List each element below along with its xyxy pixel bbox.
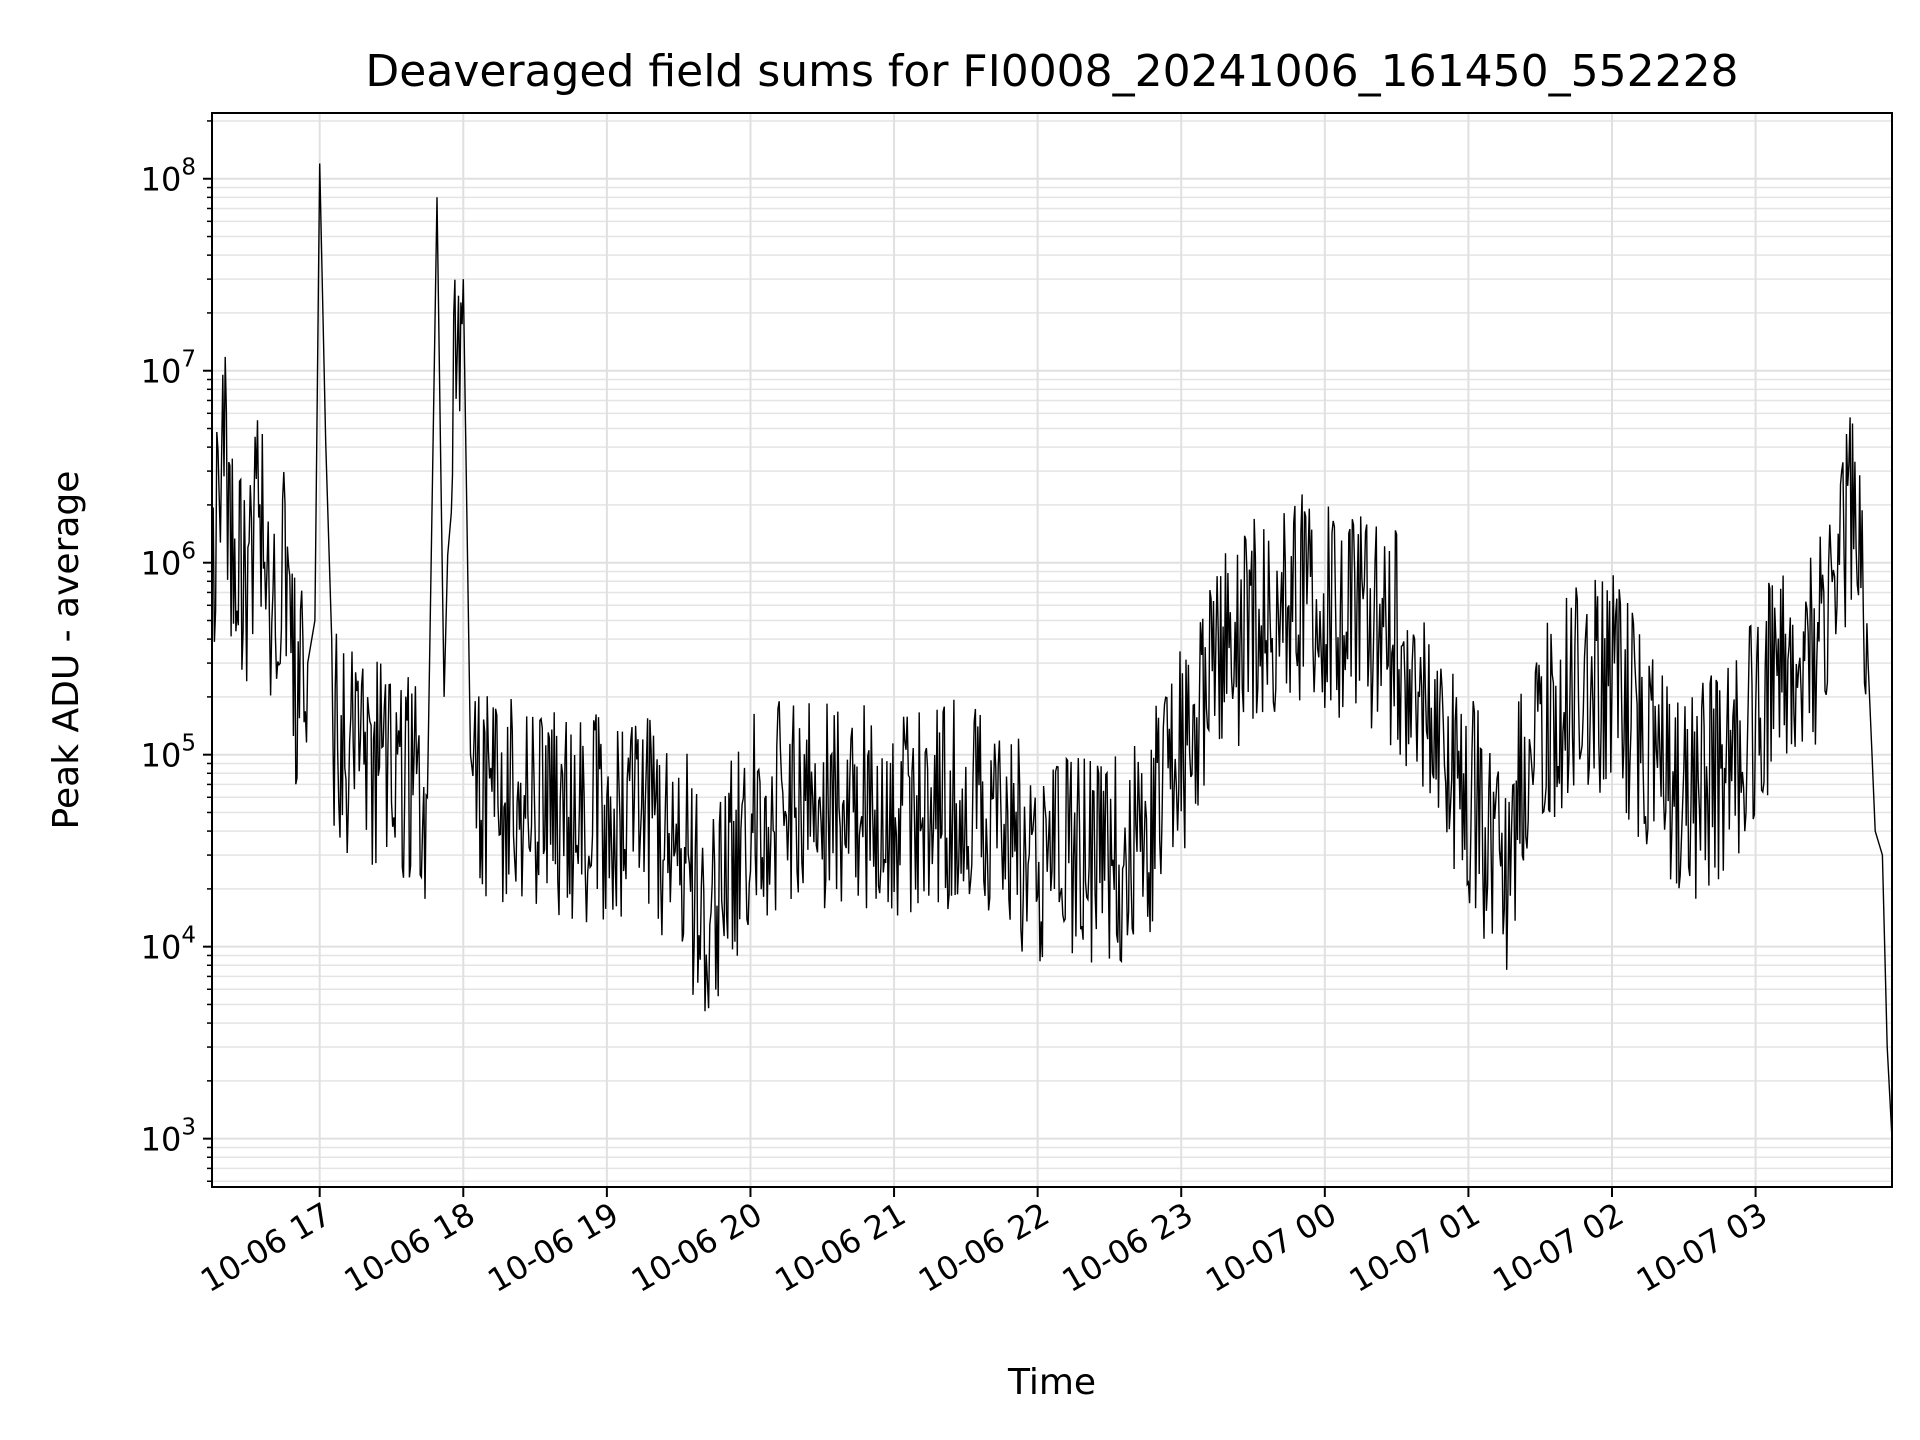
x-tick-label: 10-07 03: [1630, 1195, 1774, 1300]
y-tick-label: 103: [141, 1115, 196, 1159]
series-layer: [211, 163, 1893, 1139]
y-tick-label: 107: [141, 347, 196, 391]
x-tick-label: 10-06 22: [912, 1195, 1056, 1300]
x-tick-label: 10-07 01: [1343, 1195, 1487, 1300]
series-line: [211, 163, 1893, 1139]
y-tick-label: 108: [141, 155, 196, 199]
y-axis-label: Peak ADU - average: [46, 471, 87, 830]
x-tick-label: 10-07 00: [1199, 1195, 1343, 1300]
x-tick-label: 10-06 23: [1056, 1195, 1200, 1300]
chart-title: Deaveraged field sums for FI0008_2024100…: [365, 46, 1738, 97]
x-tick-label: 10-06 17: [194, 1195, 338, 1300]
x-tick-label: 10-06 19: [481, 1195, 625, 1300]
y-tick-label: 104: [141, 923, 196, 967]
y-tick-label: 105: [141, 731, 196, 775]
x-tick-label: 10-06 20: [625, 1195, 769, 1300]
x-axis-label: Time: [1007, 1362, 1096, 1403]
x-tick-label: 10-07 02: [1486, 1195, 1630, 1300]
y-tick-label: 106: [141, 539, 196, 583]
x-tick-label: 10-06 18: [338, 1195, 482, 1300]
x-tick-label: 10-06 21: [768, 1195, 912, 1300]
plot-frame: [211, 112, 1893, 1188]
